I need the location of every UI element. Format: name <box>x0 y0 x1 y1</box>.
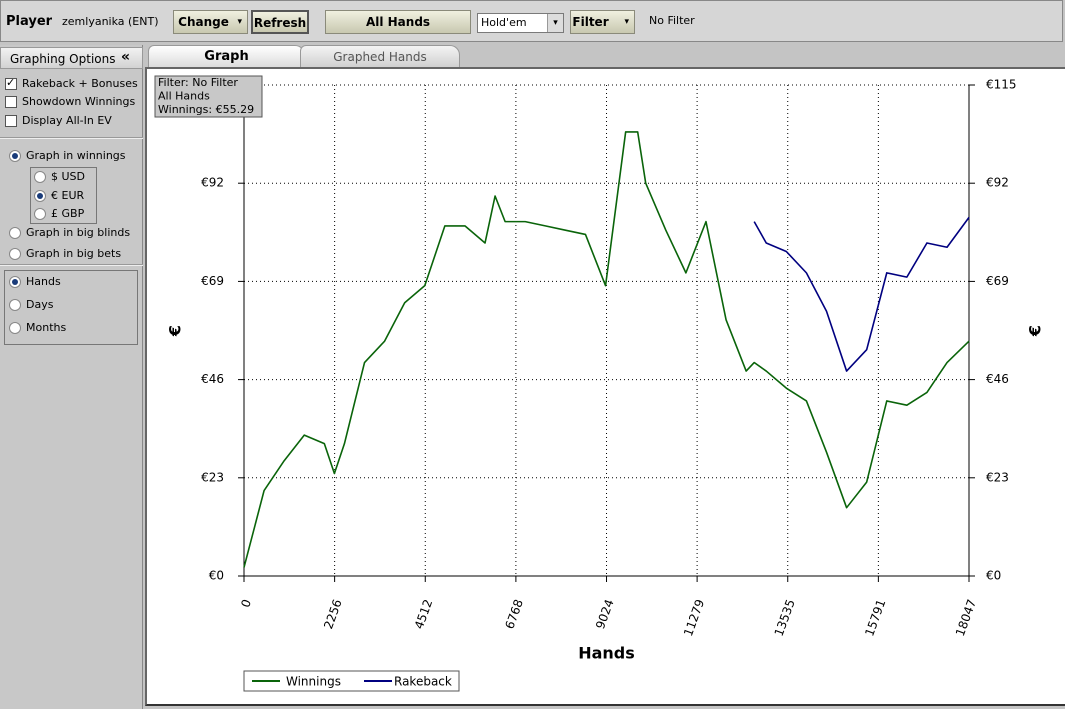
radio[interactable]: Graph in big blinds <box>9 225 130 241</box>
tab[interactable]: Graphed Hands <box>300 45 460 67</box>
currency-group <box>30 167 97 224</box>
y2-tick-label: €92 <box>986 176 1009 190</box>
y-axis-label: € <box>166 325 185 337</box>
radio[interactable]: $ USD <box>34 169 85 185</box>
y-tick-label: €0 <box>209 569 224 583</box>
y2-axis-label: € <box>1026 325 1045 337</box>
collapse-icon[interactable]: « <box>121 49 131 65</box>
radio[interactable]: € EUR <box>34 188 84 204</box>
x-tick-label: 4512 <box>412 597 436 630</box>
x-tick-label: 11279 <box>681 597 707 638</box>
x-tick-label: 15791 <box>862 597 888 638</box>
legend: Winnings Rakeback <box>243 670 460 692</box>
chart: €0€0€23€23€46€46€69€69€92€92€115€1150225… <box>154 75 1045 692</box>
x-tick-label: 9024 <box>593 597 617 630</box>
x-tick-label: 13535 <box>772 597 798 638</box>
checkbox[interactable]: Rakeback + Bonuses <box>5 75 138 92</box>
radio[interactable]: Months <box>9 320 66 336</box>
radio[interactable]: £ GBP <box>34 206 84 222</box>
sidebar: Graphing Options « Rakeback + Bonuses Sh… <box>0 45 143 709</box>
game-select[interactable]: Hold'em <box>477 13 564 33</box>
sidebar-header[interactable]: Graphing Options « <box>0 47 143 69</box>
sidebar-title: Graphing Options <box>10 52 116 66</box>
y2-tick-label: €115 <box>986 78 1017 92</box>
separator <box>0 264 143 266</box>
y2-tick-label: €0 <box>986 569 1001 583</box>
y-tick-label: €92 <box>201 176 224 190</box>
radio[interactable]: Hands <box>9 274 61 290</box>
x-tick-label: 0 <box>238 597 254 609</box>
x-tick-label: 2256 <box>321 597 345 630</box>
y2-tick-label: €69 <box>986 274 1009 288</box>
separator <box>0 137 143 139</box>
tab[interactable]: Graph <box>148 45 305 67</box>
legend-label: Rakeback <box>394 675 452 689</box>
data-line <box>243 131 970 568</box>
legend-box <box>243 670 460 692</box>
x-axis-group <box>4 270 138 345</box>
toolbar: Player zemlyanika (ENT) Change Refresh A… <box>0 0 1063 42</box>
info-line: Winnings: €55.29 <box>158 103 254 116</box>
x-tick-label: 6768 <box>502 597 526 630</box>
y2-tick-label: €23 <box>986 470 1009 484</box>
legend-label: Winnings <box>286 675 341 689</box>
radio[interactable]: Graph in winnings <box>9 148 126 164</box>
hands-filter-button[interactable]: All Hands <box>325 10 471 34</box>
filter-status: No Filter <box>649 14 695 27</box>
chart-panel: €0€0€23€23€46€46€69€69€92€92€115€1150225… <box>145 67 1065 706</box>
player-name: zemlyanika (ENT) <box>62 15 159 28</box>
y2-tick-label: €46 <box>986 372 1009 386</box>
refresh-button[interactable]: Refresh <box>251 10 309 34</box>
info-line: Filter: No Filter <box>158 76 238 89</box>
y-tick-label: €23 <box>201 470 224 484</box>
info-box-bg <box>154 75 263 118</box>
checkbox[interactable]: Display All-In EV <box>5 113 112 129</box>
change-button[interactable]: Change <box>173 10 248 34</box>
x-axis-label: Hands <box>578 644 635 663</box>
filter-button[interactable]: Filter <box>570 10 635 34</box>
x-tick-label: 18047 <box>953 597 979 638</box>
data-line <box>753 216 970 372</box>
checkbox[interactable]: Showdown Winnings <box>5 94 135 110</box>
info-line: All Hands <box>158 90 210 103</box>
radio[interactable]: Days <box>9 297 53 313</box>
y-tick-label: €69 <box>201 274 224 288</box>
player-label: Player <box>6 14 53 29</box>
radio[interactable]: Graph in big bets <box>9 246 121 262</box>
y-tick-label: €46 <box>201 372 224 386</box>
